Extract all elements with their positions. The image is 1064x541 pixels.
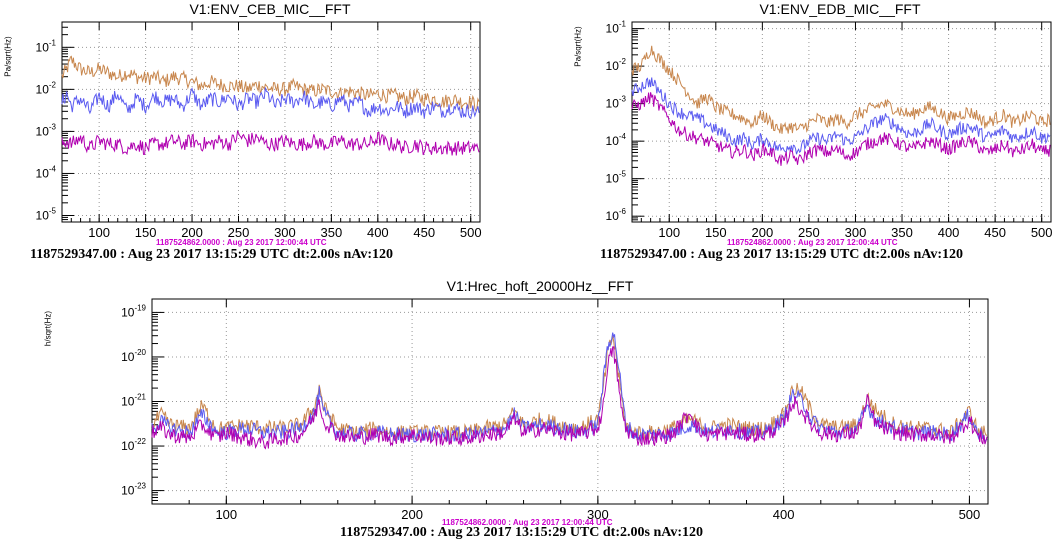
x-tick-label: 500 <box>1031 225 1053 240</box>
y-tick-label: 10-5 <box>606 170 627 186</box>
x-tick-label: 400 <box>773 507 795 522</box>
chart-plot: 100 150 200 250 300 350 400 450 500 10-5 10-4 10-3 1… <box>36 21 482 240</box>
x-tick-label: 150 <box>135 225 157 240</box>
x-tick-label: 200 <box>181 225 203 240</box>
chart-panel-hrec: V1:Hrec_hoft_20000Hz__FFT h/sqrt(Hz) 100… <box>0 272 1064 541</box>
reference-time-label: 1187524862.0000 : Aug 23 2017 12:00:44 U… <box>727 238 898 247</box>
y-tick-label: 10-2 <box>36 80 57 96</box>
footer-info: 1187529347.00 : Aug 23 2017 13:15:29 UTC… <box>30 247 393 262</box>
chart-title: V1:ENV_CEB_MIC__FFT <box>189 1 351 17</box>
y-tick-label: 10-1 <box>36 38 57 54</box>
x-tick-label: 250 <box>798 225 820 240</box>
y-tick-label: 10-2 <box>606 57 627 73</box>
x-tick-label: 450 <box>984 225 1006 240</box>
y-tick-label: 10-20 <box>121 348 146 364</box>
x-tick-label: 450 <box>413 225 435 240</box>
y-tick-label: 10-1 <box>606 20 627 36</box>
x-tick-label: 400 <box>367 225 389 240</box>
series-line-3 <box>61 129 480 156</box>
series-line-3 <box>631 92 1051 166</box>
series-line-3 <box>151 346 988 450</box>
series-line-1 <box>631 45 1051 134</box>
y-tick-label: 10-4 <box>36 164 57 180</box>
x-tick-label: 350 <box>891 225 913 240</box>
y-tick-label: 10-21 <box>121 393 146 409</box>
y-tick-label: 10-4 <box>606 132 627 148</box>
chart-panel-edb: V1:ENV_EDB_MIC__FFT Pa/sqrt(Hz) 100 150 20… <box>570 0 1064 270</box>
x-tick-label: 300 <box>845 225 867 240</box>
x-tick-label: 400 <box>938 225 960 240</box>
x-tick-label: 200 <box>401 507 423 522</box>
chart-title: V1:ENV_EDB_MIC__FFT <box>759 1 921 17</box>
chart-plot: 100 150 200 250 300 350 400 450 500 10-6 10-5 10-4 1… <box>606 20 1053 240</box>
chart-plot: 100 200 300 400 500 10-23 10-22 10-21 10-20 10-19 <box>121 298 989 522</box>
x-tick-label: 300 <box>274 225 296 240</box>
x-tick-label: 500 <box>460 225 482 240</box>
x-tick-label: 100 <box>215 507 237 522</box>
plot-frame <box>631 21 1052 223</box>
footer-info: 1187529347.00 : Aug 23 2017 13:15:29 UTC… <box>600 247 963 262</box>
x-tick-label: 350 <box>321 225 343 240</box>
x-tick-label: 100 <box>658 225 680 240</box>
reference-time-label: 1187524862.0000 : Aug 23 2017 12:00:44 U… <box>442 518 613 527</box>
x-tick-label: 300 <box>587 507 609 522</box>
x-tick-label: 200 <box>752 225 774 240</box>
footer-info: 1187529347.00 : Aug 23 2017 13:15:29 UTC… <box>340 525 703 540</box>
series-line-2 <box>631 77 1051 155</box>
y-tick-label: 10-3 <box>36 122 57 138</box>
series-line-1 <box>61 55 480 112</box>
y-tick-label: 10-5 <box>36 206 57 222</box>
y-tick-label: 10-6 <box>606 207 627 223</box>
y-tick-label: 10-22 <box>121 437 146 453</box>
y-tick-label: 10-3 <box>606 95 627 111</box>
plot-frame <box>151 298 989 505</box>
x-tick-label: 100 <box>88 225 110 240</box>
x-tick-label: 250 <box>228 225 250 240</box>
series-line-2 <box>61 87 480 120</box>
plot-frame <box>61 21 481 223</box>
y-tick-label: 10-19 <box>121 303 146 319</box>
reference-time-label: 1187524862.0000 : Aug 23 2017 12:00:44 U… <box>156 238 327 247</box>
chart-title: V1:Hrec_hoft_20000Hz__FFT <box>446 278 634 294</box>
y-tick-label: 10-23 <box>121 482 146 498</box>
chart-panel-ceb: V1:ENV_CEB_MIC__FFT Pa/sqrt(Hz) 100 150 20… <box>0 0 500 270</box>
x-tick-label: 150 <box>705 225 727 240</box>
x-tick-label: 500 <box>959 507 981 522</box>
